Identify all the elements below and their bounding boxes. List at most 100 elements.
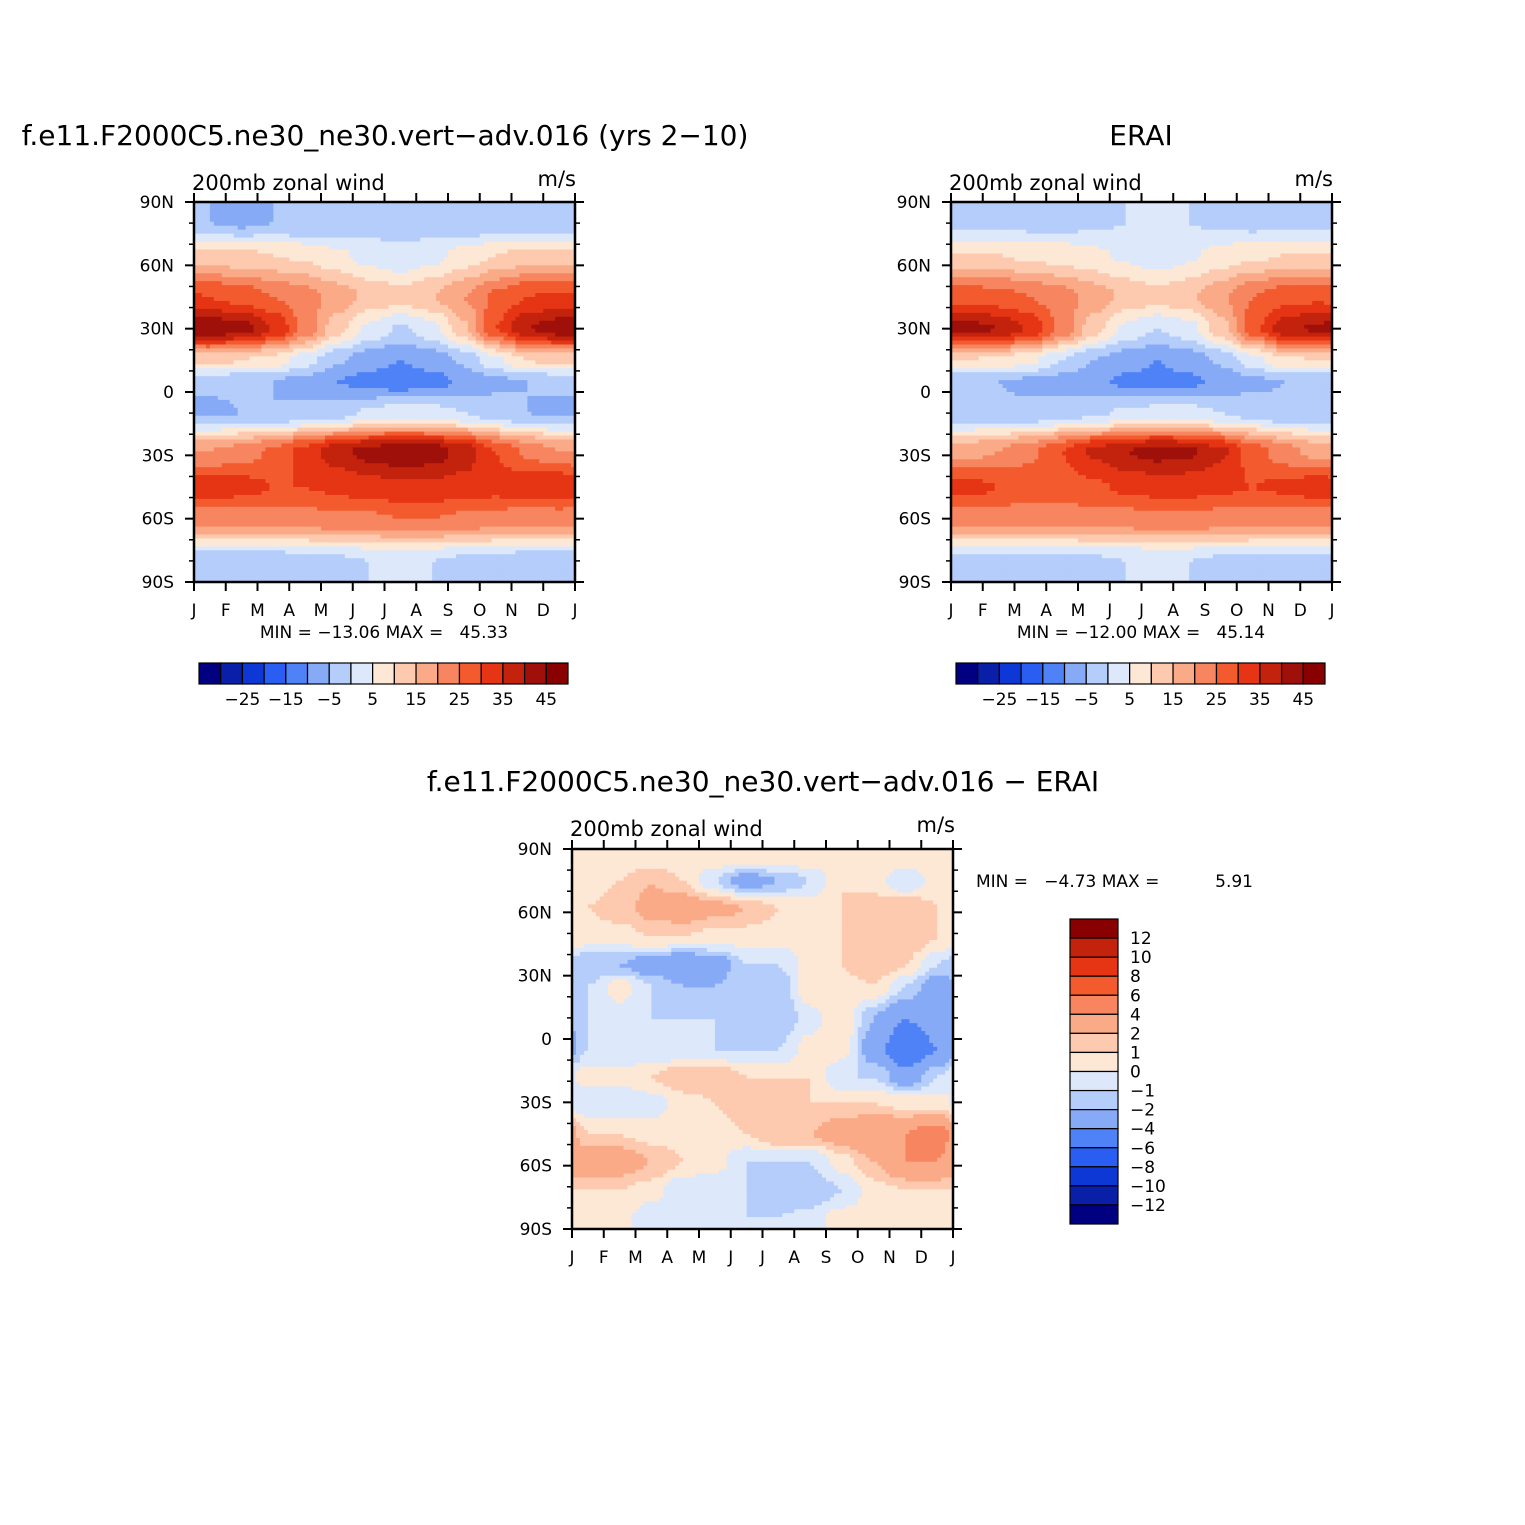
heatmap-cell: [523, 341, 528, 346]
heatmap-cell: [234, 396, 239, 401]
heatmap-cell: [416, 333, 421, 338]
heatmap-cell: [424, 293, 429, 298]
heatmap-cell: [496, 356, 501, 361]
heatmap-cell: [460, 404, 465, 409]
heatmap-cell: [555, 329, 560, 334]
heatmap-cell: [385, 230, 390, 235]
heatmap-cell: [309, 261, 314, 266]
heatmap-cell: [277, 297, 282, 302]
heatmap-cell: [424, 376, 429, 381]
heatmap-cell: [210, 277, 215, 282]
heatmap-cell: [496, 333, 501, 338]
heatmap-cell: [353, 360, 358, 365]
heatmap-cell: [381, 305, 386, 310]
heatmap-cell: [242, 218, 247, 223]
heatmap-cell: [321, 321, 326, 326]
heatmap-cell: [408, 313, 413, 318]
heatmap-cell: [460, 277, 465, 282]
heatmap-cell: [285, 273, 290, 278]
heatmap-cell: [289, 257, 294, 262]
heatmap-cell: [420, 210, 425, 215]
heatmap-cell: [428, 404, 433, 409]
heatmap-cell: [277, 265, 282, 270]
heatmap-cell: [285, 372, 290, 377]
heatmap-cell: [345, 309, 350, 314]
heatmap-cell: [273, 404, 278, 409]
heatmap-cell: [504, 293, 509, 298]
heatmap-cell: [480, 269, 485, 274]
heatmap-cell: [333, 269, 338, 274]
heatmap-cell: [242, 309, 247, 314]
heatmap-cell: [440, 285, 445, 290]
heatmap-cell: [365, 333, 370, 338]
heatmap-cell: [567, 210, 572, 215]
heatmap-cell: [269, 400, 274, 405]
heatmap-cell: [337, 356, 342, 361]
heatmap-cell: [412, 348, 417, 353]
heatmap-cell: [254, 372, 259, 377]
heatmap-cell: [436, 206, 441, 211]
heatmap-cell: [317, 392, 322, 397]
heatmap-cell: [214, 301, 219, 306]
heatmap-cell: [349, 337, 354, 342]
heatmap-cell: [305, 329, 310, 334]
heatmap-cell: [226, 337, 231, 342]
heatmap-cell: [484, 337, 489, 342]
heatmap-cell: [254, 321, 259, 326]
heatmap-cell: [559, 234, 564, 239]
heatmap-cell: [500, 356, 505, 361]
heatmap-cell: [226, 313, 231, 318]
heatmap-cell: [218, 376, 223, 381]
heatmap-cell: [309, 285, 314, 290]
heatmap-cell: [496, 321, 501, 326]
heatmap-cell: [420, 372, 425, 377]
heatmap-cell: [488, 226, 493, 231]
heatmap-cell: [222, 293, 227, 298]
heatmap-cell: [388, 317, 393, 322]
heatmap-cell: [555, 289, 560, 294]
heatmap-cell: [484, 269, 489, 274]
heatmap-cell: [555, 380, 560, 385]
heatmap-cell: [563, 277, 568, 282]
heatmap-cell: [512, 226, 517, 231]
heatmap-cell: [313, 238, 318, 243]
heatmap-cell: [261, 376, 266, 381]
heatmap-cell: [531, 277, 536, 282]
heatmap-cell: [488, 297, 493, 302]
heatmap-cell: [408, 364, 413, 369]
heatmap-cell: [273, 348, 278, 353]
heatmap-cell: [353, 313, 358, 318]
heatmap-cell: [325, 396, 330, 401]
heatmap-cell: [460, 257, 465, 262]
heatmap-cell: [500, 345, 505, 350]
heatmap-cell: [400, 273, 405, 278]
heatmap-cell: [349, 352, 354, 357]
heatmap-cell: [210, 269, 215, 274]
heatmap-cell: [420, 356, 425, 361]
heatmap-cell: [408, 400, 413, 405]
heatmap-cell: [226, 218, 231, 223]
heatmap-cell: [515, 400, 520, 405]
heatmap-cell: [543, 388, 548, 393]
heatmap-cell: [198, 277, 203, 282]
heatmap-cell: [226, 321, 231, 326]
heatmap-cell: [464, 265, 469, 270]
heatmap-cell: [341, 206, 346, 211]
heatmap-cell: [563, 301, 568, 306]
heatmap-cell: [400, 305, 405, 310]
heatmap-cell: [369, 301, 374, 306]
heatmap-cell: [214, 265, 219, 270]
heatmap-cell: [329, 404, 334, 409]
heatmap-cell: [519, 273, 524, 278]
heatmap-cell: [214, 242, 219, 247]
heatmap-cell: [452, 392, 457, 397]
heatmap-cell: [230, 364, 235, 369]
heatmap-cell: [250, 285, 255, 290]
heatmap-cell: [472, 384, 477, 389]
heatmap-cell: [301, 289, 306, 294]
heatmap-cell: [313, 242, 318, 247]
heatmap-cell: [369, 226, 374, 231]
heatmap-cell: [504, 321, 509, 326]
heatmap-cell: [281, 234, 286, 239]
heatmap-cell: [222, 257, 227, 262]
